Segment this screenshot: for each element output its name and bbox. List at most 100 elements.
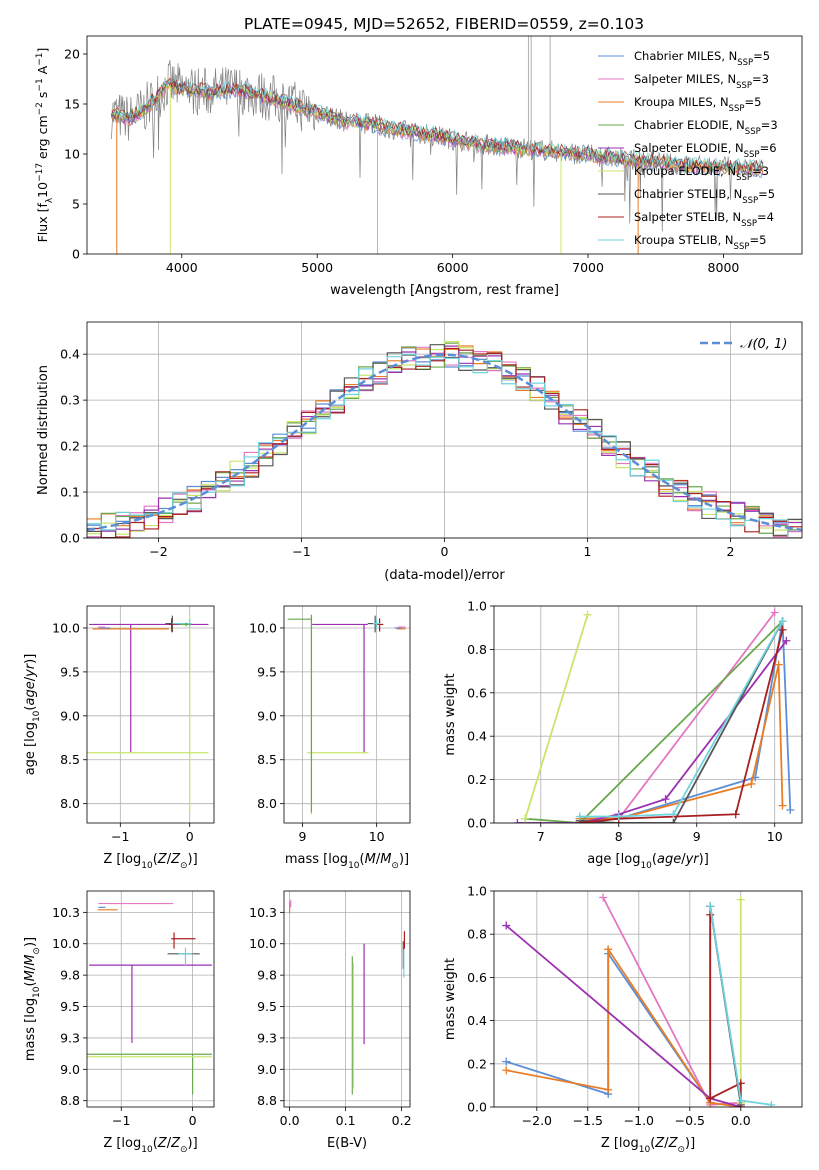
y-tick-label: 0.0 [467, 816, 487, 831]
series-line [602, 897, 741, 1106]
x-tick-label: −0.5 [675, 1113, 705, 1128]
y-tick-label: 8.5 [257, 752, 277, 767]
age_vs_mass-panel: 9 10 8.0 8.5 9.0 9.5 10.0 mass [log10(M/M⊙)] [249, 605, 411, 871]
y-tick-label: 10.3 [52, 905, 80, 920]
residuals-panel: −2 −1 0 1 2 0.0 0.1 0.2 0.3 0.4 (data-model)/error… [36, 321, 803, 583]
y-tick-label: 8.8 [60, 1093, 80, 1108]
age_vs_Z-panel: −1 0 8.0 8.5 9.0 9.5 10.0 Z [log10(Z/Z⊙)] age [l… [23, 605, 215, 871]
legend-label: 𝒩(0, 1) [740, 337, 787, 352]
series-line [525, 620, 784, 823]
x-tick-label: 4000 [166, 260, 198, 275]
x-tick-label: 7 [537, 829, 545, 844]
y-tick-label: 9.5 [257, 664, 277, 679]
y-tick-label: 0.6 [467, 685, 487, 700]
series-line [506, 946, 741, 1107]
y-tick-label: 0.2 [60, 439, 80, 454]
age_vs_mass-xlabel: mass [log10(M/M⊙)] [285, 852, 409, 871]
y-tick-label: 10.0 [249, 620, 277, 635]
spectrum-panel: 4000 5000 6000 7000 8000 0 5 10 15 20 wavelength [… [35, 35, 803, 298]
spectrum-ylabel: Flux [fλ10−17 erg cm−2 s−1 A−1] [35, 48, 55, 243]
spectrum-lines [111, 36, 764, 254]
y-tick-label: 8.0 [60, 796, 80, 811]
axes-frame [493, 605, 803, 824]
series-marker [661, 795, 670, 804]
series-line [517, 640, 788, 823]
x-tick-label: 7000 [572, 260, 604, 275]
y-tick-label: 10.0 [52, 936, 80, 951]
series-marker [583, 610, 592, 619]
x-tick-label: 0 [189, 1113, 197, 1128]
x-tick-label: 0.0 [280, 1113, 300, 1128]
legend-label: Salpeter MILES, NSSP=3 [634, 72, 769, 91]
x-tick-label: 0.2 [392, 1113, 412, 1128]
axes-frame [283, 605, 411, 824]
series-marker [502, 1057, 511, 1066]
x-tick-label: 0.1 [336, 1113, 356, 1128]
x-tick-label: 0.0 [731, 1113, 751, 1128]
legend-label: Kroupa MILES, NSSP=5 [634, 95, 761, 114]
x-tick-label: −1 [292, 544, 310, 559]
x-tick-label: −1.0 [624, 1113, 654, 1128]
mass_vs_EBV-panel: 0.0 0.1 0.2 8.8 9.0 9.3 9.5 9.8 10.0 10.3 E(B-V) [249, 890, 412, 1151]
y-tick-label: 9.5 [60, 999, 80, 1014]
series-marker [786, 805, 795, 814]
y-tick-label: 1.0 [467, 884, 487, 899]
y-tick-label: 15 [64, 97, 80, 112]
spectrum-model-line [111, 77, 764, 171]
series-marker [599, 893, 608, 902]
x-tick-label: 8000 [708, 260, 740, 275]
series-marker [767, 1100, 776, 1107]
series-marker [521, 814, 530, 823]
massweight_vs_age-xlabel: age [log10(age/yr)] [587, 852, 709, 871]
massweight_vs_Z-xlabel: Z [log10(Z/Z⊙)] [601, 1136, 695, 1155]
y-tick-label: 0.1 [60, 485, 80, 500]
series-marker [502, 1066, 511, 1075]
series-marker [706, 902, 715, 911]
spectrum-xlabel: wavelength [Angstrom, rest frame] [330, 283, 559, 298]
legend-label: Kroupa STELIB, NSSP=5 [634, 233, 766, 252]
axes-frame [86, 890, 215, 1108]
y-tick-label: 20 [64, 47, 80, 62]
series-marker [770, 608, 779, 617]
x-tick-label: −1 [111, 829, 129, 844]
series-marker [747, 779, 756, 788]
x-tick-label: 0 [441, 544, 449, 559]
series-line [579, 629, 784, 823]
series-marker [774, 660, 783, 669]
x-tick-label: −2 [149, 544, 167, 559]
y-tick-label: 9.0 [60, 1062, 80, 1077]
series-line [579, 620, 784, 823]
series-line [579, 611, 776, 822]
y-tick-label: 9.3 [60, 1030, 80, 1045]
y-tick-label: 0.8 [467, 642, 487, 657]
y-tick-label: 5 [72, 197, 80, 212]
y-tick-label: 9.5 [257, 999, 277, 1014]
errorbars [289, 899, 405, 1095]
series-marker [614, 812, 623, 821]
gaussian-line [87, 353, 802, 532]
y-tick-label: 1.0 [467, 599, 487, 614]
y-tick-label: 9.5 [60, 664, 80, 679]
y-tick-label: 0.4 [60, 347, 80, 362]
age_vs_Z-ylabel: age [log10(age/yr)] [23, 654, 42, 776]
y-tick-label: 9.8 [60, 968, 80, 983]
axes-frame [493, 890, 803, 1108]
massweight_vs_Z-panel: −2.0 −1.5 −1.0 −0.5 0.0 0.0 0.2 0.4 0.6 0.8 1.0 Z [… [443, 884, 803, 1155]
errorbars [87, 902, 212, 1095]
residuals-ylabel: Normed distribution [36, 365, 51, 495]
x-tick-label: 1 [584, 544, 592, 559]
age_vs_Z-xlabel: Z [log10(Z/Z⊙)] [103, 852, 197, 871]
series-line [524, 614, 589, 819]
x-tick-label: 2 [727, 544, 735, 559]
series-marker [513, 819, 522, 823]
y-tick-label: 0.0 [60, 531, 80, 546]
y-tick-label: 8.8 [257, 1093, 277, 1108]
series-line [579, 620, 784, 818]
y-tick-label: 8.5 [60, 752, 80, 767]
y-tick-label: 9.3 [257, 1030, 277, 1045]
y-tick-label: 10.0 [249, 936, 277, 951]
axes-frame [86, 605, 215, 824]
x-tick-label: 5000 [301, 260, 333, 275]
x-tick-label: 10 [369, 829, 385, 844]
